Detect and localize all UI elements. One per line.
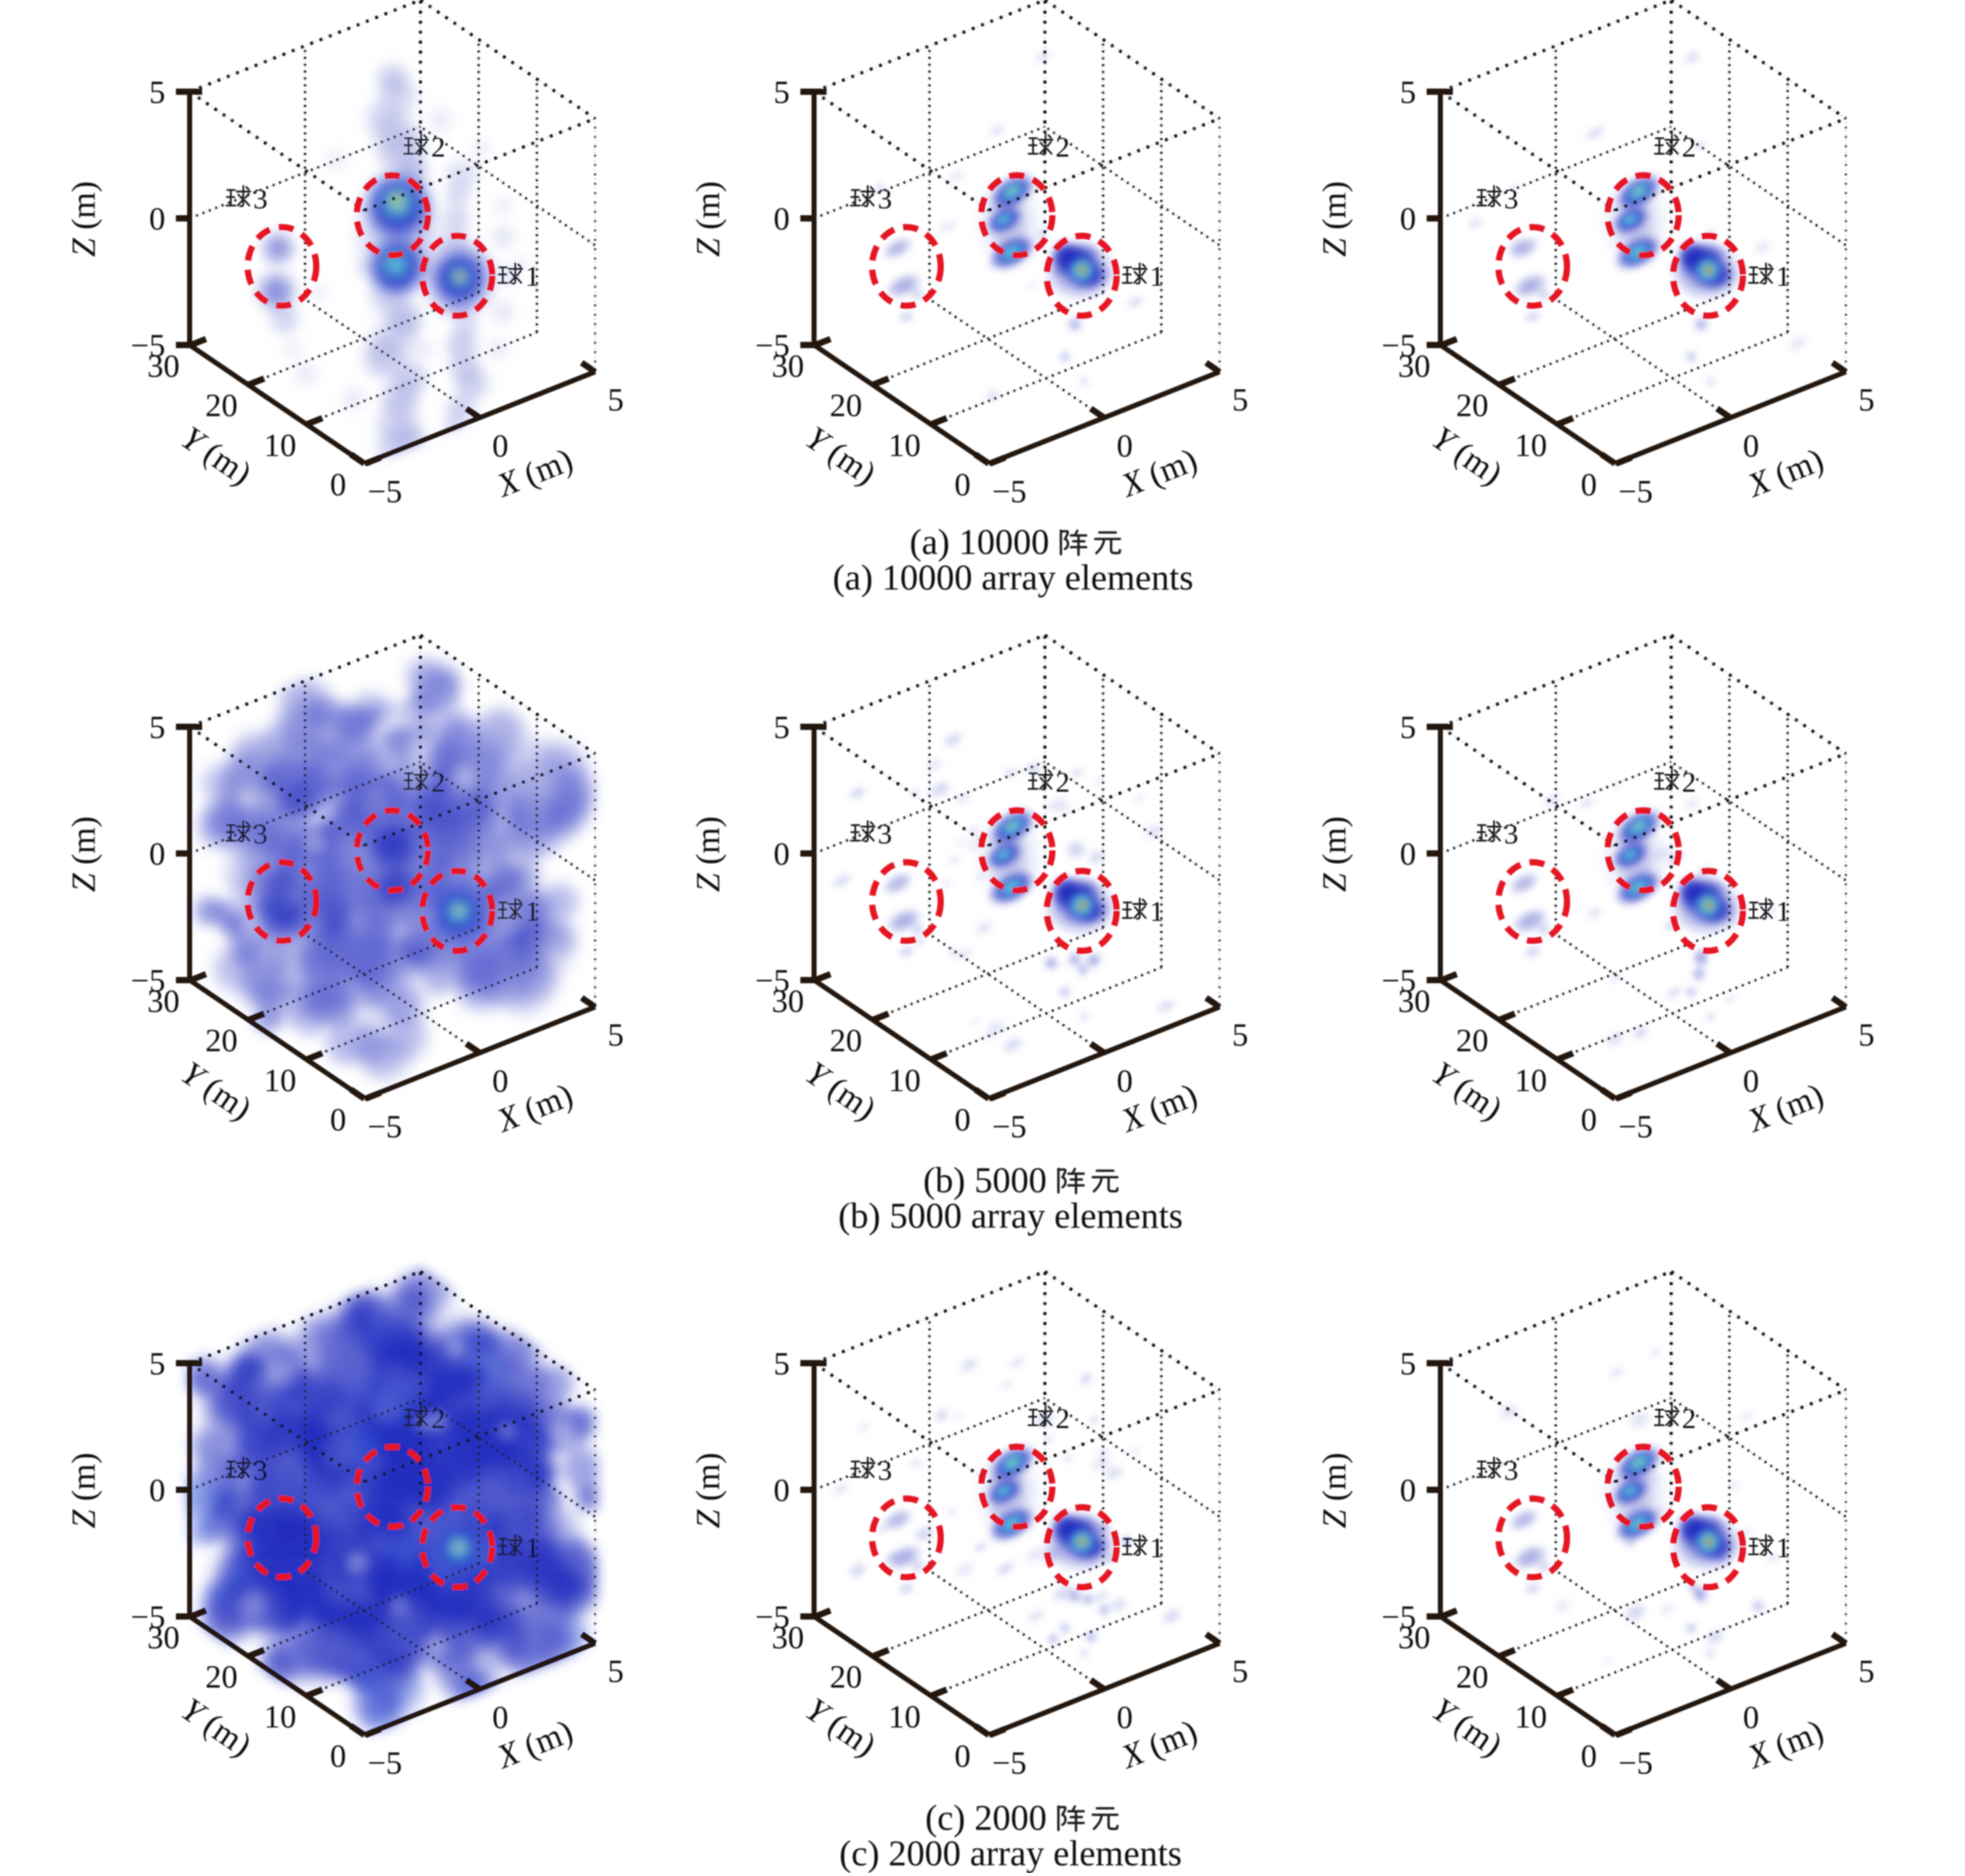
svg-text:(c) 2000 array elements: (c) 2000 array elements <box>839 1833 1181 1873</box>
svg-text:2: 2 <box>1055 1402 1070 1434</box>
svg-text:3: 3 <box>253 1454 268 1486</box>
svg-text:2: 2 <box>1055 766 1070 798</box>
svg-text:3: 3 <box>878 183 892 215</box>
svg-text:3: 3 <box>1504 183 1518 215</box>
svg-text:2: 2 <box>431 766 445 798</box>
svg-text:1: 1 <box>1776 260 1790 292</box>
svg-text:(b) 5000: (b) 5000 <box>923 1160 1047 1200</box>
svg-text:3: 3 <box>1504 1454 1518 1486</box>
svg-text:3: 3 <box>253 818 268 850</box>
svg-text:3: 3 <box>253 183 268 215</box>
svg-text:2: 2 <box>1682 131 1696 163</box>
svg-text:1: 1 <box>525 260 540 292</box>
svg-text:(a) 10000: (a) 10000 <box>910 522 1049 562</box>
svg-text:3: 3 <box>1504 818 1518 850</box>
svg-text:(a) 10000 array elements: (a) 10000 array elements <box>833 557 1193 598</box>
svg-text:2: 2 <box>1682 766 1696 798</box>
svg-text:2: 2 <box>431 131 445 163</box>
svg-text:2: 2 <box>431 1402 445 1434</box>
svg-text:1: 1 <box>1150 895 1164 927</box>
svg-text:1: 1 <box>1776 1532 1790 1563</box>
svg-text:2: 2 <box>1682 1402 1696 1434</box>
svg-text:1: 1 <box>1150 260 1164 292</box>
svg-text:1: 1 <box>525 895 540 927</box>
svg-text:1: 1 <box>1776 895 1790 927</box>
svg-text:2: 2 <box>1055 131 1070 163</box>
svg-text:1: 1 <box>1150 1532 1164 1563</box>
svg-text:(b) 5000 array elements: (b) 5000 array elements <box>838 1195 1183 1236</box>
svg-text:3: 3 <box>878 818 892 850</box>
svg-text:3: 3 <box>878 1454 892 1486</box>
svg-text:1: 1 <box>525 1532 540 1563</box>
svg-text:(c) 2000: (c) 2000 <box>925 1797 1047 1838</box>
